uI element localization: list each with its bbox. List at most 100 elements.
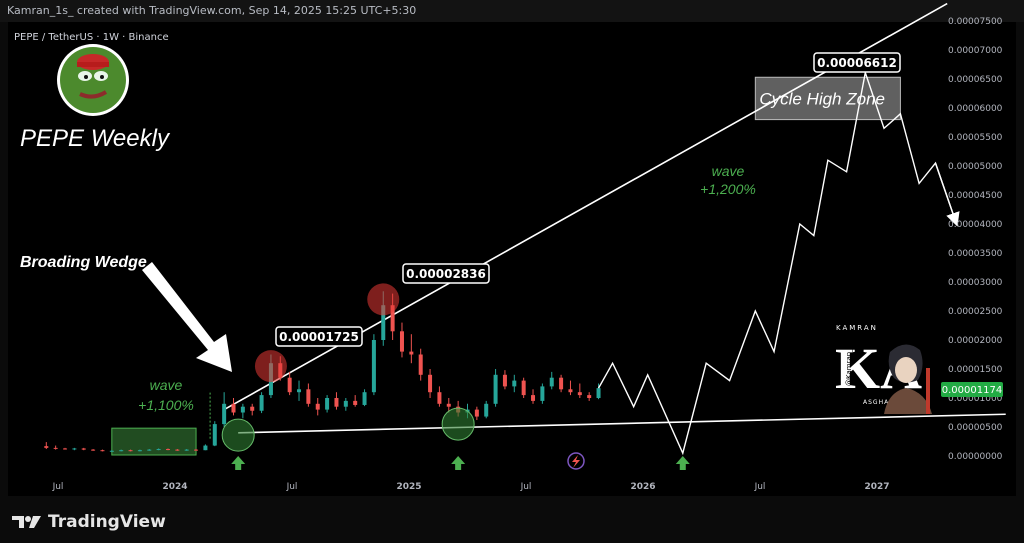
watermark-bottom: ASGHAR: [863, 399, 894, 406]
wedge-label: Broading Wedge: [20, 254, 147, 271]
wave-left-line2: +1,100%: [138, 397, 194, 413]
price-callout-box: [275, 326, 363, 347]
candle-body: [596, 388, 601, 398]
candle-body: [418, 354, 423, 375]
character-illustration-icon: [884, 344, 932, 414]
price-callout-label: 0.00001725: [279, 330, 359, 344]
candle-body: [212, 424, 217, 446]
y-tick-label: 0.00001500: [948, 365, 1003, 375]
candle-body: [381, 305, 386, 340]
y-tick-label: 0.00002500: [948, 307, 1003, 317]
candle-body: [399, 331, 404, 352]
symbol-title: PEPE / TetherUS · 1W · Binance: [14, 32, 169, 43]
candle-body: [175, 449, 180, 451]
candle-body: [587, 395, 592, 398]
candle-body: [531, 395, 536, 401]
headline: PEPE Weekly: [20, 125, 171, 152]
candle-body: [156, 449, 161, 451]
candle-body: [437, 392, 442, 404]
x-tick-label: 2024: [162, 482, 187, 492]
wave-right-line2: +1,200%: [700, 181, 756, 197]
wedge-pointer-arrow-icon: [142, 262, 232, 372]
candle-body: [184, 449, 189, 451]
y-tick-label: 0.00004500: [948, 191, 1003, 201]
x-tick-label: Jul: [286, 482, 298, 492]
candle-body: [493, 374, 498, 404]
candle-body: [250, 406, 255, 411]
projection-path: [597, 69, 958, 456]
watermark-top: KAMRAN: [836, 324, 878, 332]
wave-left-line1: wave: [150, 377, 183, 393]
current-price-tag: 0.00001174: [941, 382, 1003, 397]
support-up-arrow-icon: [231, 456, 246, 470]
y-tick-label: 0.00003000: [948, 278, 1003, 288]
projection-arrow: [934, 162, 960, 227]
current-price-value: 0.00001174: [942, 385, 1002, 396]
x-tick-label: 2027: [864, 482, 889, 492]
peak-highlight-circle: [254, 350, 287, 383]
plot-area[interactable]: Cycle High Zone 0.00001725 0.00002836 0.000…: [44, 2, 1006, 470]
candle-body: [109, 450, 114, 452]
y-tick-label: 0.00005500: [948, 133, 1003, 143]
accumulation-box: [111, 427, 197, 456]
footer-bar: [0, 496, 1024, 543]
candle-body: [81, 448, 86, 450]
candle-body: [334, 398, 339, 407]
candle-body: [474, 409, 479, 417]
candle-body: [502, 374, 507, 387]
y-tick-label: 0.00006500: [948, 75, 1003, 85]
candle-body: [315, 403, 320, 410]
candle-body: [44, 446, 49, 448]
y-tick-label: 0.00000500: [948, 423, 1003, 433]
candle-body: [137, 450, 142, 452]
wave-right-line1: wave: [712, 163, 745, 179]
price-callout-box: [813, 52, 901, 73]
candle-body: [343, 400, 348, 407]
price-axis[interactable]: 0.00007500 0.00007000 0.00006500 0.00006000…: [948, 17, 1003, 462]
candle-body: [194, 449, 199, 451]
y-tick-label: 0.00004000: [948, 220, 1003, 230]
candle-body: [119, 450, 124, 452]
candle-body: [409, 351, 414, 355]
candle-body: [353, 400, 358, 405]
candle-body: [446, 403, 451, 407]
y-tick-label: 0.00003500: [948, 249, 1003, 259]
y-tick-label: 0.00000000: [948, 452, 1003, 462]
candle-body: [222, 403, 227, 425]
y-tick-label: 0.00007500: [948, 17, 1003, 27]
price-callout-box: [402, 263, 490, 284]
pepe-avatar-icon: [57, 44, 129, 116]
time-axis[interactable]: Jul 2024 Jul 2025 Jul 2026 Jul 2027: [52, 482, 890, 492]
price-callout-label: 0.00006612: [817, 56, 897, 70]
support-up-arrow-icon: [451, 456, 466, 470]
x-tick-label: 2026: [630, 482, 655, 492]
candle-body: [63, 448, 68, 450]
candle-body: [362, 392, 367, 405]
y-tick-label: 0.00001000: [948, 394, 1003, 404]
x-tick-label: Jul: [520, 482, 532, 492]
candle-body: [521, 380, 526, 396]
candle-body: [53, 447, 58, 449]
y-tick-label: 0.00002000: [948, 336, 1003, 346]
candle-body: [100, 450, 105, 452]
candle-body: [203, 445, 208, 451]
candle-body: [72, 448, 77, 450]
candle-body: [390, 305, 395, 332]
bottom-highlight-circle: [221, 418, 255, 452]
candle-body: [287, 377, 292, 393]
publish-info: Kamran_1s_ created with TradingView.com,…: [7, 4, 417, 17]
candle-body: [325, 398, 330, 410]
tradingview-logo[interactable]: TradingView: [12, 512, 166, 532]
candle-body: [306, 389, 311, 404]
candle-body: [165, 449, 170, 451]
candle-body: [512, 380, 517, 387]
candle-body: [231, 403, 236, 413]
candle-body: [568, 389, 573, 393]
header-bar: Kamran_1s_ created with TradingView.com,…: [0, 0, 1024, 22]
flash-icon[interactable]: [567, 452, 585, 470]
bottom-highlight-circle: [441, 407, 475, 441]
candle-body: [371, 340, 376, 393]
x-tick-label: 2025: [396, 482, 421, 492]
author-watermark: KAMRAN KA @Kamran_1s ASGHAR: [835, 324, 932, 414]
